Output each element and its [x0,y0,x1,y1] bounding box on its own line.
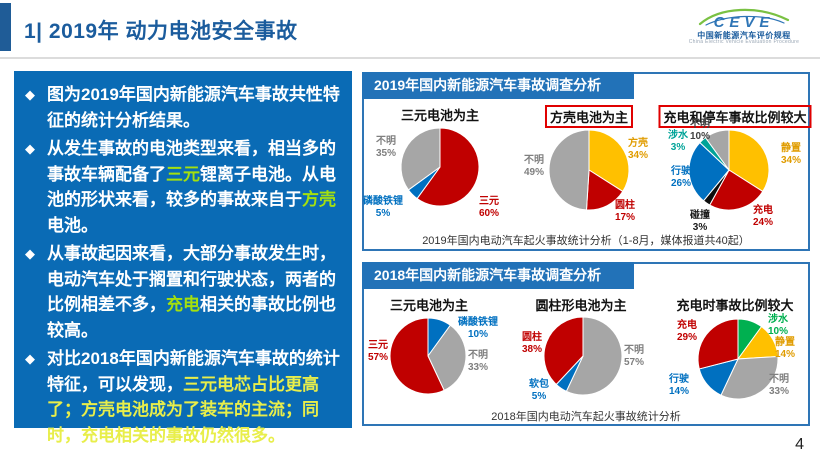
pie-chart [697,318,779,400]
pie-label-方壳: 方壳 34% [627,138,649,161]
chart-title: 充电和停车事故比例较大 [658,105,812,128]
pie-label-圆柱: 圆柱 17% [614,200,636,223]
pie-slice-圆柱 [543,316,584,386]
highlighted-text: 三元电芯占比更高了；方壳电池成为了装车的主流；同时，充电相关的事故仍然很多。 [47,374,319,445]
pie-chart [543,316,623,396]
chart-title: 充电时事故比例较大 [676,298,794,313]
pie-label-不明: 不明 33% [768,374,790,397]
pie-slice-三元 [389,317,445,395]
pie-slice-不明 [427,324,467,392]
pie-label-三元: 三元 60% [478,196,500,219]
bullet-text: 相关的事故比例也较高。 [47,295,336,340]
pie-slice-充电 [697,318,739,370]
summary-list: ◆ 图为2019年国内新能源汽车事故共性特征的统计分析结果。 ◆ 从发生事故的电池类型… [25,82,343,448]
pie-label-涉水: 涉水 10% [767,314,789,337]
pie-label-静置: 静置 34% [780,143,802,166]
summary-bullet: ◆ 从发生事故的电池类型来看，相当多的事故车辆配备了三元锂离子电池。从电池的形状来… [25,136,343,238]
bullet-diamond-icon: ◆ [25,87,35,102]
header-divider [0,57,820,59]
highlighted-text: 充电 [166,295,200,314]
highlighted-text: 方壳 [302,190,336,209]
chart-title: 三元电池为主 [400,108,480,123]
pie-slice-圆柱 [585,169,624,211]
pie-label-不明: 不明 57% [623,345,645,368]
header-accent-bar [0,3,11,51]
chart-title: 方壳电池为主 [544,105,634,128]
bullet-diamond-icon: ◆ [25,351,35,366]
pie-label-不明: 不明 33% [467,350,489,373]
pie-slice-行驶 [688,141,730,202]
pie-label-圆柱: 圆柱 38% [521,332,543,355]
pie-chart [389,317,467,395]
pie-label-不明: 不明 49% [523,155,545,178]
pie-label-充电: 充电 24% [752,205,774,228]
logo-subtitle: 中国新能源汽车评价规程 [697,30,791,40]
pie-slice-不明 [720,355,779,400]
pie-chart [688,129,770,211]
panel-2018-charts: 三元电池为主磷酸铁锂 10% 不明 33% 三元 57% 圆柱形电池为主圆柱 38% 不明 57%… [364,264,808,424]
pie-label-静置: 静置 14% [774,337,796,360]
chart-title: 圆柱形电池为主 [535,298,627,313]
logo-subtitle-en: China Electric Vehicle Evaluation Proced… [688,39,800,46]
pie-label-涉水: 涉水 3% [668,130,688,153]
logo-brand: CEVE [713,14,775,31]
pie-label-磷酸铁锂: 磷酸铁锂 10% [458,317,498,340]
bullet-text: 锂离子电池。从电池的形状来看，较多的事故来自于 [47,164,336,210]
pie-label-行驶: 行驶 14% [668,374,690,397]
pie-label-磷酸铁锂: 磷酸铁锂 5% [363,196,403,219]
pie-label-碰撞: 碰撞 3% [690,210,710,233]
car-swoosh-icon [698,8,790,26]
bullet-text: 对比2018年国内新能源汽车事故的统计特征，可以发现， [47,349,340,394]
pie-label-软包: 软包 5% [529,379,549,402]
chart-title: 三元电池为主 [389,298,469,313]
highlighted-text: 三元 [166,164,200,184]
pie-label-三元: 三元 57% [367,340,389,363]
pie-slice-不明 [565,316,623,396]
panel-2018-caption: 2018年国内电动汽车起火事故统计分析 [491,411,681,423]
bullet-text: 图为2019年国内新能源汽车事故共性特征的统计分析结果。 [47,85,340,130]
bullet-diamond-icon: ◆ [25,141,35,156]
summary-bullet: ◆ 图为2019年国内新能源汽车事故共性特征的统计分析结果。 [25,82,343,133]
panel-2019-header-ribbon: 2019年国内新能源汽车事故调查分析 [362,72,634,99]
pie-chart [548,129,630,211]
summary-panel: ◆ 图为2019年国内新能源汽车事故共性特征的统计分析结果。 ◆ 从发生事故的电池类型… [14,71,352,445]
pie-label-不明: 不明 35% [375,136,397,159]
bullet-text: 从发生事故的电池类型来看，相当多的事故车辆配备了 [47,139,336,184]
pie-label-行驶: 行驶 26% [670,166,692,189]
panel-2018-header-ribbon: 2018年国内新能源汽车事故调查分析 [362,262,634,289]
pie-slice-不明 [704,129,730,172]
page-number: 4 [795,436,804,453]
pie-chart [400,127,480,207]
panel-2019-caption: 2019年国内电动汽车起火事故统计分析（1-8月，媒体报道共40起） [422,235,750,247]
pie-slice-不明 [400,127,441,191]
pie-slice-三元 [416,127,480,207]
pie-slice-充电 [709,169,764,211]
pie-label-充电: 充电 29% [676,320,698,343]
slide-header: 1| 2019年 动力电池安全事故 CEVE 中国新能源汽车评价规程 China… [0,0,820,57]
summary-bullet: ◆ 从事故起因来看，大部分事故发生时，电动汽车处于搁置和行驶状态，两者的比例相差不… [25,241,343,343]
ceve-logo: CEVE 中国新能源汽车评价规程 China Electric Vehicle … [678,3,810,46]
bullet-diamond-icon: ◆ [25,246,35,261]
panel-2019-charts: 三元电池为主三元 60% 磷酸铁锂 5% 不明 35% 方壳电池为主方壳 34% 圆柱 17% 不明… [363,74,812,249]
page-title: 1| 2019年 动力电池安全事故 [24,20,298,43]
pie-slice-不明 [548,129,590,211]
panel-2018-accidents: 2018年国内新能源汽车事故调查分析 三元电池为主磷酸铁锂 10% 不明 33% 三元 5… [362,262,810,426]
panel-2019-accidents: 2019年国内新能源汽车事故调查分析 三元电池为主三元 60% 磷酸铁锂 5% 不明 35… [362,72,812,251]
bullet-text: 从事故起因来看，大部分事故发生时，电动汽车处于搁置和行驶状态，两者的比例相差不多… [47,244,336,314]
summary-bullet: ◆ 对比2018年国内新能源汽车事故的统计特征，可以发现，三元电芯占比更高了；方壳… [25,346,343,448]
pie-label-不明: 不明 10% [689,119,711,142]
bullet-text: 电池。 [47,215,98,235]
